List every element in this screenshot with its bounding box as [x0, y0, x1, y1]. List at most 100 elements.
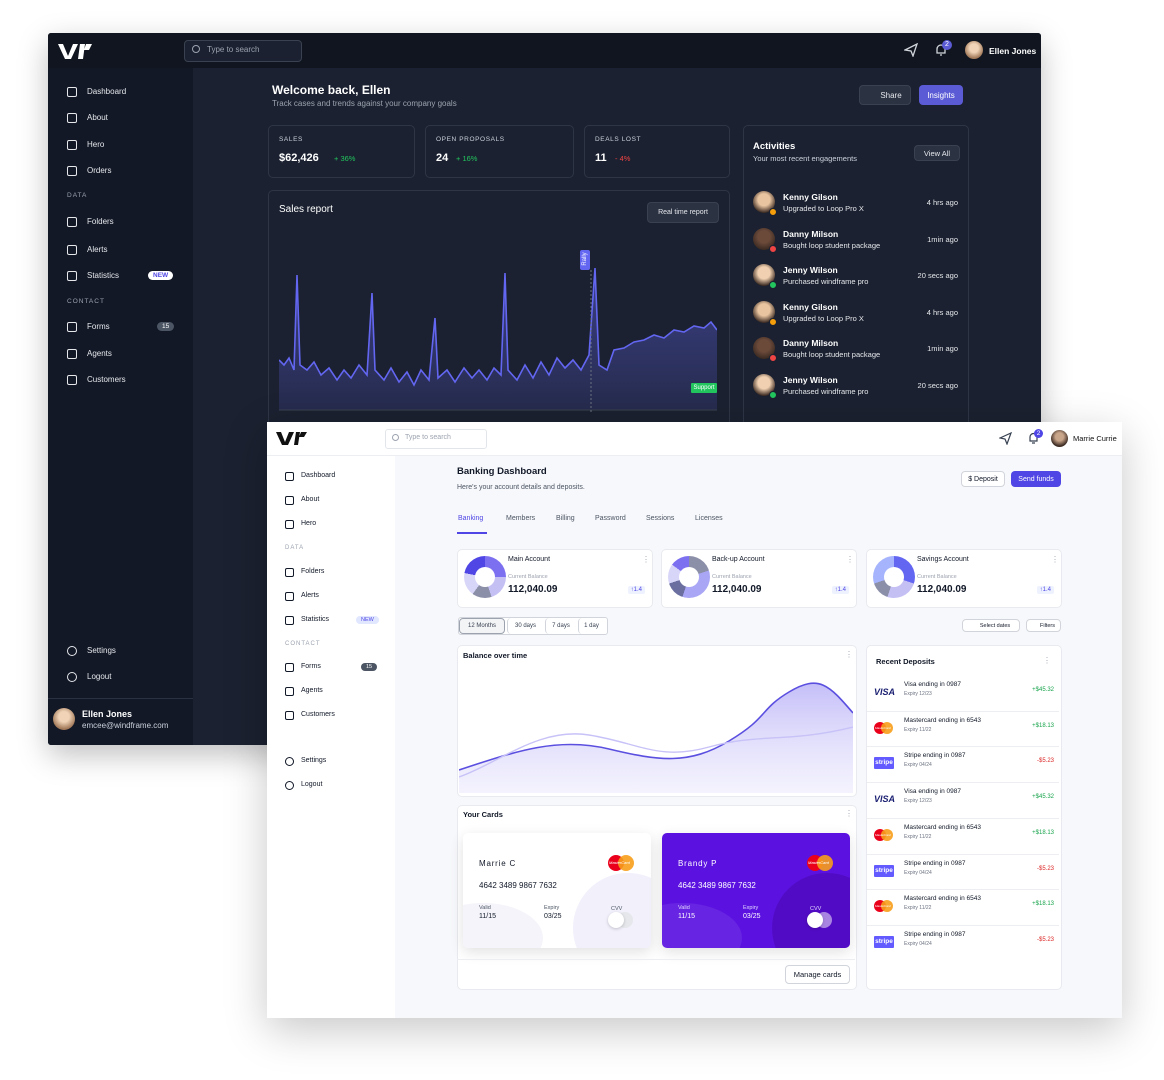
account-change: ↑1.4 [627, 586, 645, 594]
nav-item[interactable]: Agents [301, 687, 323, 694]
nav-item[interactable]: About [301, 496, 320, 503]
tab[interactable]: Licenses [695, 515, 723, 522]
nav-item[interactable]: Settings [87, 646, 116, 655]
card-shape [463, 903, 543, 948]
nav-item[interactable]: Dashboard [87, 87, 127, 96]
range-option[interactable]: 12 Months [459, 618, 505, 634]
card-number: 4642 3489 9867 7632 [678, 881, 756, 890]
real-time-button[interactable]: Real time report [647, 202, 719, 223]
deposit-button[interactable]: $ Deposit [961, 471, 1005, 487]
nav-item[interactable]: Forms [301, 663, 321, 670]
nav-item[interactable]: Customers [87, 375, 126, 384]
nav-icon [285, 687, 294, 696]
nav-item[interactable]: Folders [301, 568, 325, 575]
deposit-name: Mastercard ending in 6543 [904, 823, 981, 831]
activity-name: Jenny Wilson [783, 265, 838, 275]
activity-action: Bought loop student package [783, 240, 881, 250]
nav-item[interactable]: Settings [301, 757, 327, 764]
deposit-name: Stripe ending in 0987 [904, 859, 966, 867]
nav-item[interactable]: Hero [87, 140, 105, 149]
status-dot [769, 281, 777, 289]
balance-line [459, 682, 853, 771]
status-dot [769, 244, 777, 253]
tab[interactable]: Billing [556, 515, 575, 522]
account-balance: 112,040.09 [508, 584, 558, 595]
nav-item[interactable]: Alerts [87, 245, 108, 254]
stat-label: OPEN PROPOSALS [436, 136, 505, 143]
nav-item[interactable]: Orders [87, 166, 112, 175]
deposit-amount: -$5.23 [1036, 865, 1054, 872]
nav-item[interactable]: Agents [87, 349, 112, 358]
status-dot [769, 354, 777, 362]
nav-icon [67, 271, 77, 281]
send-icon[interactable] [999, 432, 1012, 445]
nav-item[interactable]: Statistics [301, 616, 330, 623]
account-caption: Current Balance [917, 574, 957, 580]
search-placeholder: Type to search [405, 434, 451, 441]
filter-button[interactable]: Select dates [962, 619, 1020, 632]
activities-subtitle: Your most recent engagements [753, 154, 857, 163]
brand-logo: VISA [874, 794, 896, 805]
page-title: Banking Dashboard [457, 466, 547, 477]
nav-item[interactable]: Dashboard [301, 472, 336, 479]
activity-name: Kenny Gilson [783, 301, 838, 312]
card-valid: 11/15 [678, 913, 695, 920]
deposit-expiry: Expiry 04/24 [904, 762, 932, 769]
nav-item[interactable]: Forms [87, 322, 110, 331]
deposit-name: Visa ending in 0987 [904, 681, 961, 688]
insights-button[interactable]: Insights [919, 85, 963, 105]
activity-name: Jenny Wilson [783, 374, 838, 385]
nav-item[interactable]: Hero [301, 520, 317, 527]
card-brand: MasterCard [808, 860, 829, 865]
nav-item[interactable]: Folders [87, 217, 114, 226]
filter-button[interactable]: Filters [1026, 619, 1061, 632]
range-option[interactable]: 30 days [507, 618, 543, 634]
tab[interactable]: Password [595, 515, 626, 522]
nav-icon [67, 322, 77, 332]
tab[interactable]: Sessions [646, 515, 675, 522]
card-expiry: 03/25 [743, 913, 761, 920]
activity-avatar [753, 227, 775, 250]
nav-item[interactable]: About [87, 113, 108, 122]
mc-circle [881, 828, 893, 841]
send-funds-button[interactable]: Send funds [1011, 471, 1061, 487]
card-holder: Marrie C [479, 859, 517, 868]
user-avatar[interactable] [1051, 430, 1068, 447]
deposit-divider [867, 817, 1059, 819]
support-marker: Support [691, 383, 717, 393]
search-box[interactable] [385, 429, 487, 449]
tab[interactable]: Members [506, 515, 536, 522]
range-option[interactable]: 7 days [545, 618, 576, 634]
nav-icon [67, 349, 77, 359]
profile-email: emcee@windframe.com [82, 721, 169, 730]
search-box[interactable] [184, 40, 302, 62]
nav-item[interactable]: Logout [301, 781, 323, 788]
tab[interactable]: Banking [458, 515, 484, 522]
send-icon[interactable] [904, 43, 918, 57]
stat-change: + 36% [334, 154, 356, 163]
deposit-amount: +$45.32 [1032, 687, 1054, 693]
sales-report-title: Sales report [279, 204, 333, 215]
stat-label: SALES [279, 136, 303, 143]
share-button[interactable]: Share [859, 85, 911, 105]
deposit-expiry: Expiry 04/24 [904, 869, 932, 876]
nav-icon [285, 520, 294, 529]
activity-action: Upgraded to Loop Pro X [783, 313, 864, 323]
nav-item[interactable]: Statistics [87, 271, 120, 280]
range-option[interactable]: 1 day [578, 618, 604, 634]
card-cvv-label: CVV [810, 906, 822, 912]
nav-icon [67, 217, 77, 227]
account-name: Main Account [508, 556, 551, 563]
nav-item[interactable]: Alerts [301, 592, 319, 599]
nav-item[interactable]: Customers [301, 711, 335, 718]
user-avatar[interactable] [965, 41, 983, 59]
view-all-button[interactable]: View All [914, 145, 960, 161]
nav-icon [67, 87, 77, 97]
nav-item[interactable]: Logout [87, 672, 112, 681]
stat-label: DEALS LOST [595, 136, 642, 143]
nav-badge: NEW [356, 616, 379, 624]
account-menu: ⋮ [1051, 555, 1059, 564]
manage-cards-button[interactable]: Manage cards [785, 965, 850, 984]
card-toggle [608, 912, 624, 928]
account-balance: 112,040.09 [917, 584, 967, 595]
